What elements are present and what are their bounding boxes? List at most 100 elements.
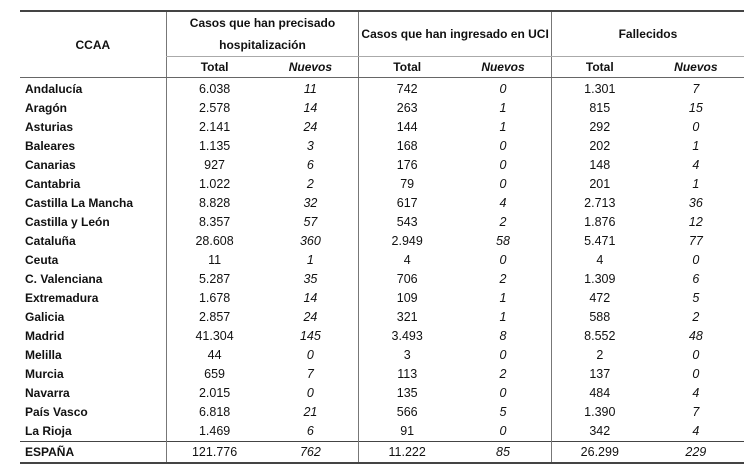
- uci-total: 144: [358, 118, 456, 137]
- row-name: Cataluña: [25, 234, 76, 248]
- uci-total: 706: [358, 270, 456, 289]
- hosp-nuevos: 6: [306, 158, 314, 172]
- uci-nuevos: 0: [499, 253, 507, 267]
- uci-nuevos: 1: [499, 120, 507, 134]
- hosp-total: 41.304: [165, 327, 263, 346]
- hosp-nuevos: 11: [303, 82, 317, 96]
- uci-total: 617: [358, 194, 456, 213]
- group-header-uci: Casos que han ingresado en UCI: [358, 10, 552, 57]
- subheader-total: Total: [165, 56, 263, 78]
- fallecidos-total: 2: [550, 346, 648, 365]
- total-fallecidos-total: 26.299: [550, 441, 648, 464]
- row-name: Extremadura: [25, 291, 99, 305]
- group-header-hospitalizacion: Casos que han precisado hospitalización: [165, 10, 359, 57]
- total-hosp-nuevos: 762: [262, 441, 359, 464]
- fallecidos-total: 202: [550, 137, 648, 156]
- uci-total: 109: [358, 289, 456, 308]
- fallecidos-total: 342: [550, 422, 648, 442]
- hosp-nuevos: 1: [306, 253, 314, 267]
- fallecidos-nuevos: 4: [692, 424, 700, 438]
- hosp-nuevos: 32: [303, 196, 318, 210]
- total-row-name: ESPAÑA: [20, 441, 167, 464]
- table-row: Aragón 2.578 14 263 1 815 15: [20, 99, 744, 118]
- hosp-total: 659: [165, 365, 263, 384]
- table-body: Andalucía 6.038 11 742 0 1.301 7 Aragón 2.578 14 2…: [20, 77, 744, 442]
- table-row: Cantabria 1.022 2 79 0 201 1: [20, 175, 744, 194]
- table-row: Galicia 2.857 24 321 1 588 2: [20, 308, 744, 327]
- table-row: Baleares 1.135 3 168 0 202 1: [20, 137, 744, 156]
- uci-total: 3.493: [358, 327, 456, 346]
- hosp-total: 6.038: [165, 77, 263, 99]
- fallecidos-nuevos: 1: [692, 139, 700, 153]
- table-row: Cataluña 28.608 360 2.949 58 5.471 77: [20, 232, 744, 251]
- uci-total: 321: [358, 308, 456, 327]
- fallecidos-total: 5.471: [550, 232, 648, 251]
- table-row: La Rioja 1.469 6 91 0 342 4: [20, 422, 744, 442]
- table-row: Murcia 659 7 113 2 137 0: [20, 365, 744, 384]
- hosp-total: 8.357: [165, 213, 263, 232]
- uci-total: 168: [358, 137, 456, 156]
- uci-total: 79: [358, 175, 456, 194]
- fallecidos-total: 8.552: [550, 327, 648, 346]
- row-name: País Vasco: [25, 405, 88, 419]
- hosp-nuevos: 2: [306, 177, 314, 191]
- fallecidos-nuevos: 48: [688, 329, 703, 343]
- table-row: Castilla y León 8.357 57 543 2 1.876 12: [20, 213, 744, 232]
- uci-total: 91: [358, 422, 456, 442]
- uci-nuevos: 2: [499, 272, 507, 286]
- row-name: Castilla La Mancha: [25, 196, 134, 210]
- hosp-nuevos: 3: [306, 139, 314, 153]
- uci-total: 263: [358, 99, 456, 118]
- hosp-total: 1.135: [165, 137, 263, 156]
- fallecidos-total: 201: [550, 175, 648, 194]
- uci-total: 566: [358, 403, 456, 422]
- fallecidos-total: 472: [550, 289, 648, 308]
- uci-nuevos: 1: [499, 101, 507, 115]
- fallecidos-total: 148: [550, 156, 648, 175]
- fallecidos-total: 484: [550, 384, 648, 403]
- hosp-total: 5.287: [165, 270, 263, 289]
- uci-nuevos: 0: [499, 424, 507, 438]
- hosp-nuevos: 14: [303, 101, 318, 115]
- row-name: Castilla y León: [25, 215, 110, 229]
- row-name: Ceuta: [25, 253, 59, 267]
- fallecidos-total: 137: [550, 365, 648, 384]
- hosp-nuevos: 14: [303, 291, 318, 305]
- uci-nuevos: 58: [496, 234, 510, 248]
- uci-total: 2.949: [358, 232, 456, 251]
- row-name: Galicia: [25, 310, 65, 324]
- hosp-total: 1.469: [165, 422, 263, 442]
- fallecidos-nuevos: 77: [688, 234, 703, 248]
- table-row: Ceuta 11 1 4 0 4 0: [20, 251, 744, 270]
- uci-nuevos: 0: [499, 139, 507, 153]
- uci-nuevos: 0: [499, 82, 507, 96]
- table-row: Andalucía 6.038 11 742 0 1.301 7: [20, 77, 744, 99]
- uci-nuevos: 5: [499, 405, 507, 419]
- subheader-total: Total: [358, 56, 456, 78]
- hosp-nuevos: 360: [299, 234, 321, 248]
- table-row: Asturias 2.141 24 144 1 292 0: [20, 118, 744, 137]
- fallecidos-total: 4: [550, 251, 648, 270]
- uci-nuevos: 1: [499, 310, 507, 324]
- uci-nuevos: 0: [499, 348, 507, 362]
- table-row: C. Valenciana 5.287 35 706 2 1.309 6: [20, 270, 744, 289]
- uci-total: 543: [358, 213, 456, 232]
- uci-total: 113: [358, 365, 456, 384]
- row-name: La Rioja: [25, 424, 72, 438]
- uci-nuevos: 2: [499, 215, 507, 229]
- hosp-total: 44: [165, 346, 263, 365]
- row-name: Asturias: [25, 120, 74, 134]
- table-row: Canarias 927 6 176 0 148 4: [20, 156, 744, 175]
- hosp-total: 2.857: [165, 308, 263, 327]
- total-uci-nuevos: 85: [455, 441, 552, 464]
- hosp-nuevos: 24: [303, 120, 318, 134]
- subheader-nuevos: Nuevos: [455, 56, 552, 78]
- table-row: Navarra 2.015 0 135 0 484 4: [20, 384, 744, 403]
- row-name: Cantabria: [25, 177, 81, 191]
- fallecidos-total: 1.301: [550, 77, 648, 99]
- uci-total: 3: [358, 346, 456, 365]
- hosp-nuevos: 7: [306, 367, 314, 381]
- row-name: Andalucía: [25, 82, 83, 96]
- hosp-nuevos: 35: [303, 272, 318, 286]
- uci-nuevos: 0: [499, 158, 507, 172]
